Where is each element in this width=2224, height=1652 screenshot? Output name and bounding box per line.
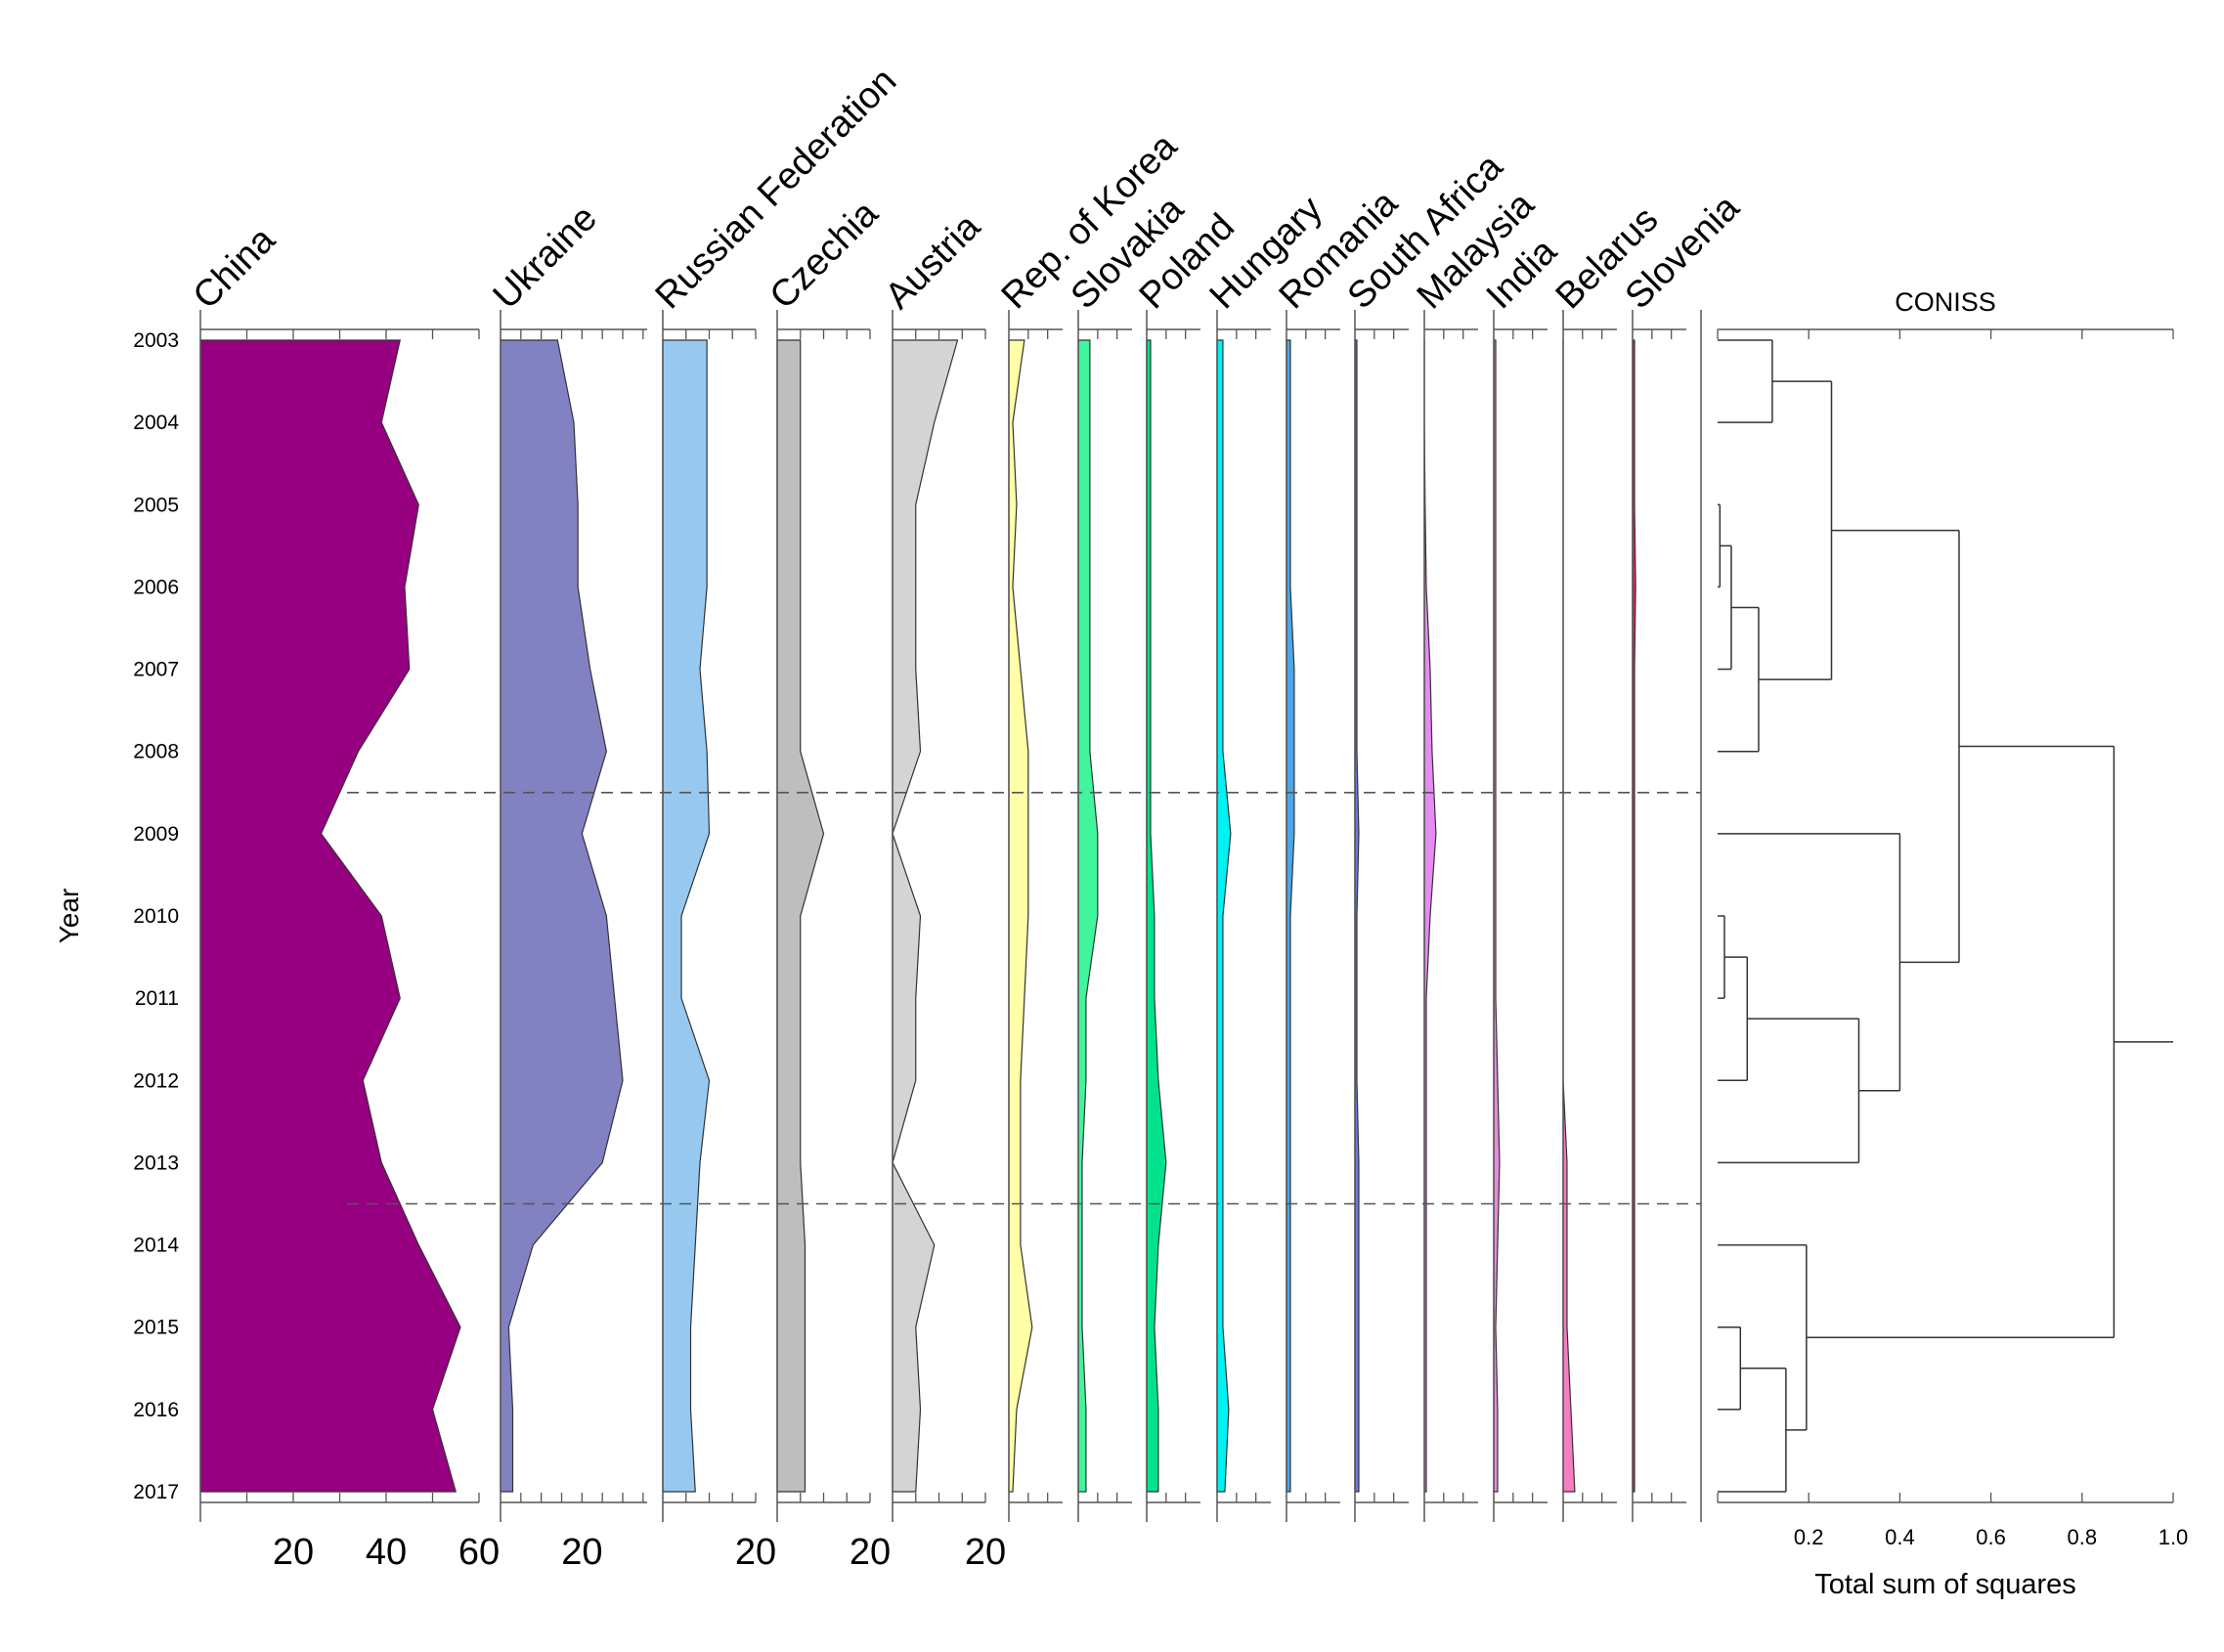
x-tick-label: 20: [965, 1532, 1006, 1573]
panel-romania: Romania: [1272, 183, 1407, 1522]
dendrogram-tick-label: 0.2: [1794, 1525, 1824, 1549]
area-slovakia: [1077, 339, 1099, 1493]
panel-malaysia: Malaysia: [1410, 184, 1543, 1522]
year-tick-label: 2012: [133, 1069, 179, 1092]
x-tick-label: 60: [458, 1532, 500, 1573]
panel-slovenia: Slovenia: [1618, 187, 1748, 1522]
year-tick-label: 2009: [133, 823, 179, 846]
year-tick-label: 2008: [133, 741, 179, 763]
x-tick-label: 20: [561, 1532, 602, 1573]
series-label-austria: Austria: [878, 205, 989, 317]
x-tick-label: 20: [273, 1532, 314, 1573]
dendrogram-tick-label: 0.6: [1976, 1525, 2006, 1549]
year-tick-label: 2014: [133, 1235, 179, 1257]
year-tick-label: 2011: [135, 987, 179, 1010]
area-malaysia: [1423, 340, 1437, 1493]
year-tick-label: 2007: [133, 659, 179, 681]
panel-ukraine: 20 Ukraine: [486, 197, 647, 1573]
area-slovenia: [1632, 339, 1636, 1493]
panel-austria: 20 Austria: [878, 205, 1006, 1573]
series-label-china: China: [186, 219, 284, 318]
area-austria: [892, 339, 959, 1493]
y-axis-title: Year: [54, 889, 84, 944]
panel-india: India: [1479, 231, 1565, 1522]
area-china: [199, 339, 461, 1493]
x-tick-label: 40: [366, 1532, 407, 1573]
series-label-ukraine: Ukraine: [486, 197, 605, 317]
year-tick-label: 2005: [133, 494, 179, 516]
year-tick-label: 2015: [133, 1317, 179, 1339]
x-tick-label: 20: [735, 1532, 776, 1573]
area-poland: [1146, 339, 1167, 1493]
dendrogram-tick-label: 0.8: [2068, 1525, 2098, 1549]
area-belarus: [1562, 340, 1576, 1493]
dendrogram-x-label: Total sum of squares: [1814, 1569, 2076, 1600]
area-czechia: [776, 339, 825, 1493]
panel-belarus: Belarus: [1548, 199, 1666, 1522]
dendrogram-tick-label: 0.4: [1885, 1525, 1915, 1549]
area-romania: [1286, 339, 1295, 1493]
x-tick-label: 20: [850, 1532, 891, 1573]
coniss-dendrogram: 0.2 0.4 0.6 0.8 1.0 CONISS Total sum of square…: [1700, 287, 2189, 1600]
year-tick-label: 2016: [133, 1399, 179, 1421]
year-tick-label: 2006: [133, 576, 179, 598]
area-rep-of-korea: [1008, 339, 1033, 1493]
area-ukraine: [500, 339, 624, 1493]
panel-china: 20 40 60 China: [186, 219, 500, 1573]
year-tick-label: 2003: [133, 329, 179, 352]
year-tick-label: 2017: [133, 1481, 179, 1503]
dendrogram-tick-label: 1.0: [2159, 1525, 2189, 1549]
year-tick-label: 2010: [133, 905, 179, 928]
area-russian-federation: [662, 339, 711, 1493]
year-tick-label: 2013: [133, 1152, 179, 1174]
year-tick-label: 2004: [133, 412, 179, 434]
dendrogram-title: CONISS: [1895, 287, 1996, 317]
area-hungary: [1216, 339, 1232, 1493]
area-india: [1493, 339, 1501, 1493]
panel-slovakia: Slovakia: [1064, 188, 1193, 1522]
panel-hungary: Hungary: [1202, 189, 1330, 1522]
